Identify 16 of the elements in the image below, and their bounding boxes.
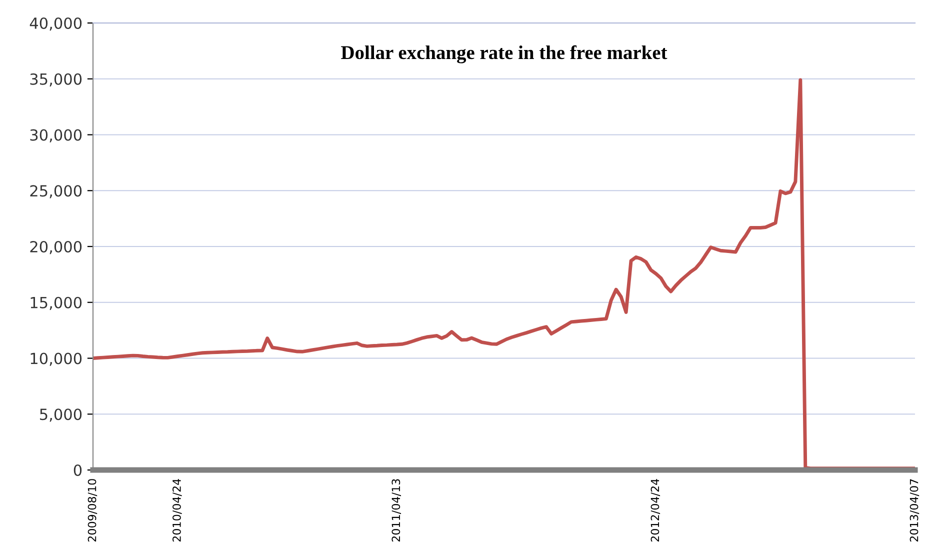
x-tick-label: 2010/04/24	[172, 478, 182, 542]
y-tick-label: 40,000	[30, 17, 82, 31]
y-tick-label: 30,000	[30, 129, 82, 142]
x-tick-label: 2012/04/24	[650, 478, 660, 542]
y-tick-label: 35,000	[30, 73, 82, 86]
y-tick-label: 25,000	[30, 185, 82, 198]
y-tick-label: 10,000	[30, 352, 82, 366]
x-tick-label: 2011/04/13	[392, 479, 401, 542]
y-tick-label: 0	[74, 464, 82, 476]
text: Dollar exchange rate in the free market	[341, 45, 668, 64]
line-series	[93, 78, 915, 470]
y-tick-label: 15,000	[30, 296, 82, 310]
x-tick-label: 2009/08/10	[88, 479, 98, 542]
y-tick-label: 5,000	[40, 408, 82, 422]
y-tick-label: 20,000	[30, 240, 82, 254]
x-tick-label: 2013/04/07	[910, 479, 920, 542]
